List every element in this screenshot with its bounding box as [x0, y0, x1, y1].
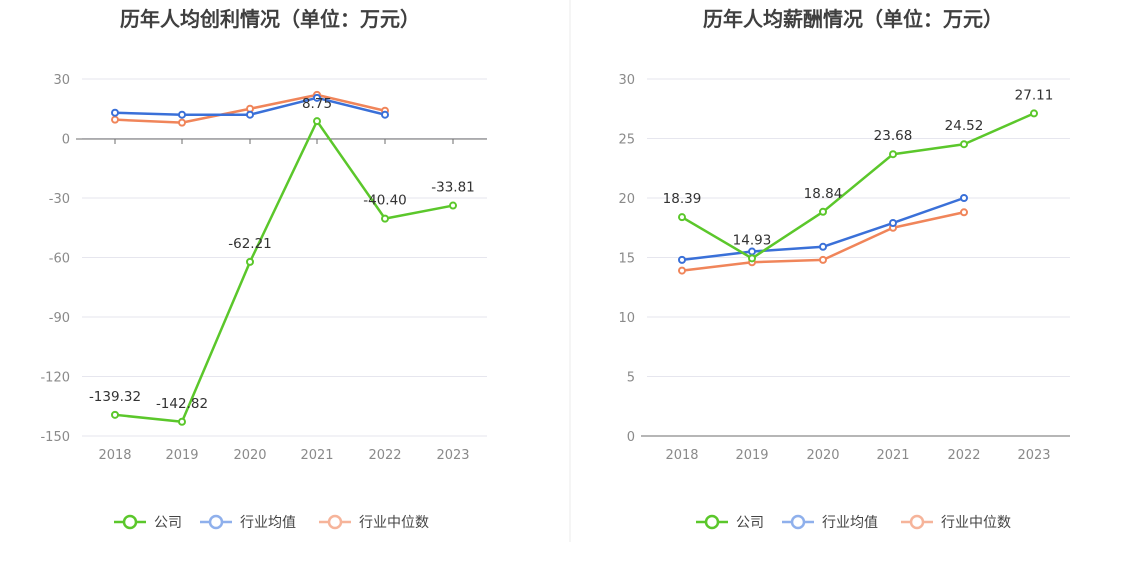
legend-item-2[interactable]: 行业中位数: [319, 514, 429, 531]
data-point[interactable]: [313, 117, 321, 126]
data-label: -33.81: [431, 180, 475, 196]
y-tick-label: 15: [618, 252, 635, 267]
data-point[interactable]: [819, 242, 827, 251]
data-point[interactable]: [178, 417, 186, 426]
x-tick-label: 2022: [947, 448, 980, 463]
x-tick-label: 2022: [368, 448, 401, 463]
data-point[interactable]: [960, 208, 968, 217]
y-tick-label: 20: [618, 192, 635, 207]
x-tick-label: 2023: [1017, 448, 1050, 463]
data-point[interactable]: [449, 201, 457, 210]
y-tick-label: -150: [40, 430, 70, 445]
legend-label: 行业均值: [240, 515, 296, 531]
data-point[interactable]: [1030, 109, 1038, 118]
y-tick-label: -90: [49, 311, 70, 326]
data-label: 18.39: [663, 191, 702, 207]
y-tick-label: 30: [53, 73, 70, 88]
x-tick-label: 2021: [876, 448, 909, 463]
y-tick-label: 10: [618, 311, 635, 326]
y-tick-label: -30: [49, 192, 70, 207]
legend-marker: [909, 514, 925, 530]
y-tick-label: 0: [627, 430, 635, 445]
data-point[interactable]: [889, 218, 897, 227]
chart-2: 历年人均薪酬情况（单位：万元） 30 25 20 15 10 5 0 2018 2019 2020 2…: [618, 7, 1070, 531]
data-label: 24.52: [945, 118, 984, 134]
legend-marker: [790, 514, 806, 530]
x-tick-label: 2021: [300, 448, 333, 463]
x-tick-label: 2019: [735, 448, 768, 463]
data-point[interactable]: [111, 108, 119, 117]
y-tick-label: -60: [49, 252, 70, 267]
legend-label: 行业均值: [822, 515, 878, 531]
data-point[interactable]: [889, 150, 897, 159]
chart-title: 历年人均创利情况（单位：万元）: [120, 7, 420, 31]
x-tick-label: 2018: [98, 448, 131, 463]
chart-title: 历年人均薪酬情况（单位：万元）: [703, 7, 1003, 31]
legend-label: 公司: [154, 515, 182, 531]
legend-label: 公司: [736, 515, 764, 531]
series-line-0: [681, 112, 1035, 260]
x-tick-label: 2023: [436, 448, 469, 463]
data-point[interactable]: [178, 110, 186, 119]
data-label: 8.75: [302, 96, 332, 112]
data-point[interactable]: [819, 207, 827, 216]
data-point[interactable]: [111, 410, 119, 419]
legend-marker: [122, 514, 138, 530]
y-tick-label: 30: [618, 73, 635, 88]
data-point[interactable]: [381, 110, 389, 119]
legend-item-0[interactable]: 公司: [114, 514, 182, 531]
legend-item-0[interactable]: 公司: [696, 514, 764, 531]
data-point[interactable]: [678, 266, 686, 275]
data-label: 14.93: [733, 232, 772, 248]
legend-item-2[interactable]: 行业中位数: [901, 514, 1011, 531]
x-tick-label: 2019: [165, 448, 198, 463]
data-point[interactable]: [748, 254, 756, 263]
data-label: -142.82: [156, 396, 208, 412]
data-point[interactable]: [313, 93, 321, 102]
data-point[interactable]: [748, 247, 756, 256]
legend-label: 行业中位数: [941, 515, 1011, 531]
x-tick-label: 2020: [806, 448, 839, 463]
data-label: -62.21: [228, 236, 272, 252]
data-label: -139.32: [89, 389, 141, 405]
y-tick-label: 25: [618, 133, 635, 148]
legend-item-1[interactable]: 行业均值: [200, 514, 296, 531]
legend-marker: [704, 514, 720, 530]
data-point[interactable]: [960, 140, 968, 149]
data-label: 27.11: [1015, 87, 1054, 103]
x-tick-label: 2020: [233, 448, 266, 463]
data-point[interactable]: [246, 257, 254, 266]
series-line-0: [114, 119, 454, 424]
legend-marker: [208, 514, 224, 530]
data-point[interactable]: [178, 118, 186, 127]
legend-item-1[interactable]: 行业均值: [782, 514, 878, 531]
data-point[interactable]: [960, 194, 968, 202]
data-label: 23.68: [874, 128, 913, 144]
data-point[interactable]: [381, 214, 389, 223]
y-tick-label: 0: [62, 133, 70, 148]
y-tick-label: -120: [40, 371, 70, 386]
data-label: 18.84: [804, 186, 843, 202]
x-tick-label: 2018: [665, 448, 698, 463]
legend-label: 行业中位数: [359, 515, 429, 531]
data-point[interactable]: [111, 115, 119, 124]
data-point[interactable]: [819, 255, 827, 264]
data-point[interactable]: [678, 213, 686, 222]
legend-marker: [327, 514, 343, 530]
data-point[interactable]: [678, 255, 686, 264]
chart-1: 历年人均创利情况（单位：万元） 30 0 -30 -60 -90 -120 -150 2018 2…: [40, 7, 487, 531]
data-point[interactable]: [246, 110, 254, 119]
y-tick-label: 5: [627, 371, 635, 386]
data-label: -40.40: [363, 193, 407, 209]
